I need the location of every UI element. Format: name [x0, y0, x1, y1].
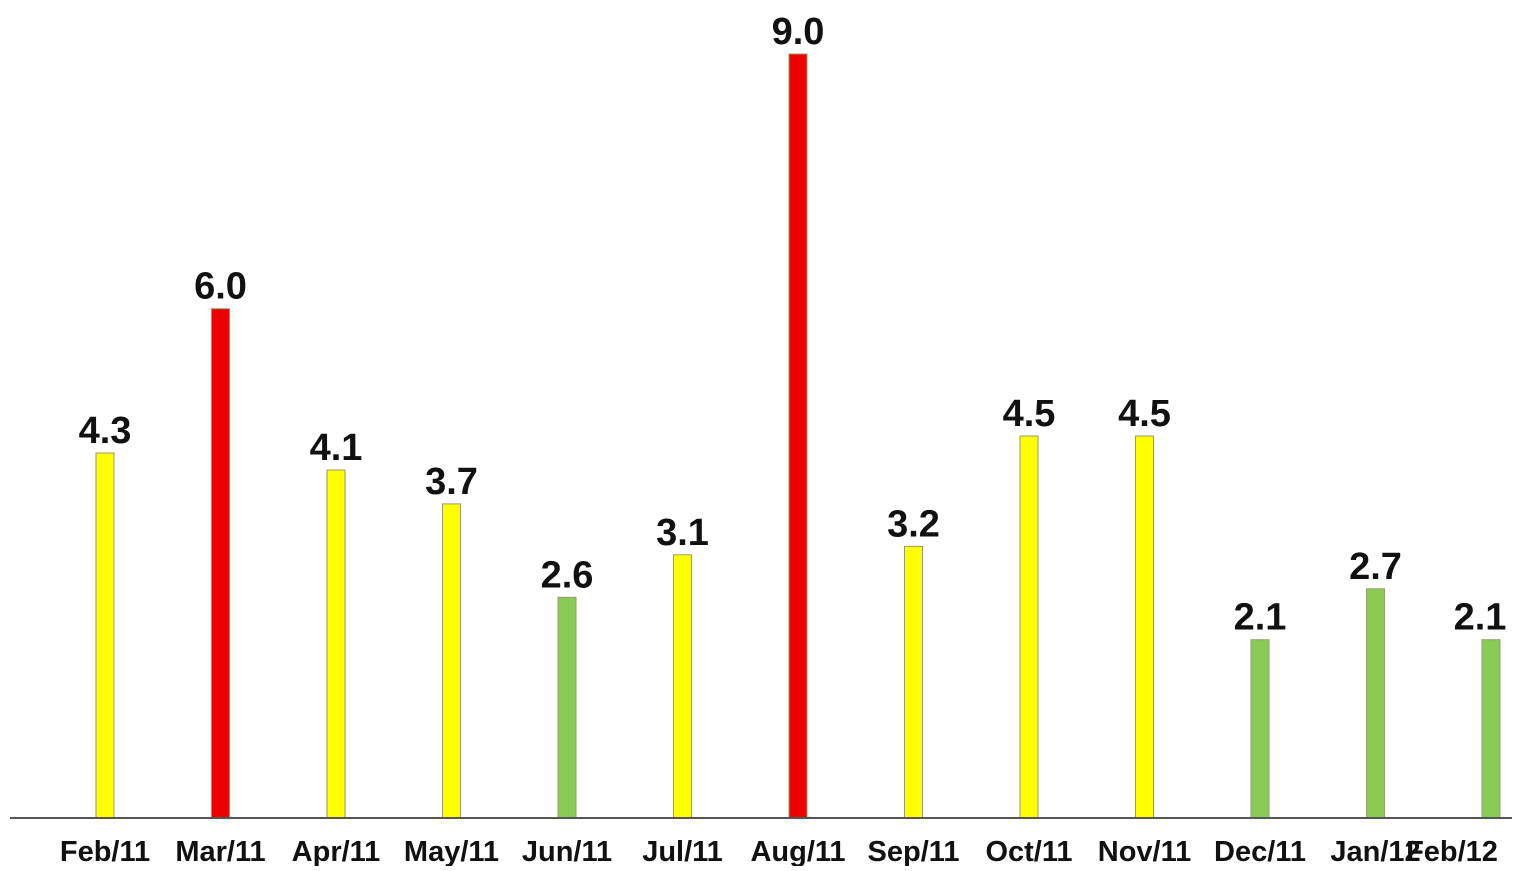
value-labels-group: 4.3 6.0 4.1 3.7 2.6 3.1 9.0 3.2 4.5 4.5 2.1 2.7 2.1: [79, 11, 1507, 639]
x-tick-label: Nov/11: [1098, 836, 1192, 866]
value-label: 2.1: [1234, 597, 1287, 639]
value-label: 4.1: [310, 427, 363, 469]
bar-may-11: [442, 503, 461, 819]
x-tick-label: Apr/11: [292, 836, 381, 866]
value-label: 9.0: [772, 11, 825, 53]
bars-group: [95, 53, 1501, 819]
x-tick-label: Jun/11: [522, 836, 612, 866]
bar-mar-11: [211, 308, 230, 819]
value-label: 4.5: [1118, 393, 1171, 435]
bar-oct-11: [1019, 435, 1039, 819]
bar-sep-11: [904, 545, 923, 819]
x-tick-label: Feb/12: [1406, 836, 1498, 866]
x-tick-label: Jul/11: [642, 836, 723, 866]
value-label: 3.1: [656, 512, 709, 554]
x-tick-label: Oct/11: [985, 836, 1072, 866]
value-label: 2.1: [1454, 597, 1507, 639]
bar-jun-11: [557, 596, 577, 819]
value-label: 2.6: [541, 554, 594, 596]
x-tick-label: Aug/11: [750, 836, 845, 866]
x-tick-label: Dec/11: [1214, 836, 1306, 866]
bar-feb-12: [1481, 639, 1501, 819]
x-tick-labels-group: Feb/11 Mar/11 Apr/11 May/11 Jun/11 Jul/11 Aug/…: [60, 836, 1498, 868]
value-label: 4.3: [79, 410, 132, 452]
value-label: 3.2: [887, 503, 940, 545]
bar-apr-11: [326, 469, 346, 819]
x-tick-label: Sep/11: [868, 836, 960, 866]
value-label: 4.5: [1003, 393, 1056, 435]
bar-aug-11: [788, 53, 808, 819]
bar-jul-11: [673, 554, 692, 819]
bar-feb-11: [95, 452, 115, 819]
value-label: 2.7: [1349, 546, 1402, 588]
x-tick-label: Mar/11: [175, 836, 265, 866]
x-tick-label: Feb/11: [60, 836, 150, 866]
bar-dec-11: [1250, 639, 1270, 819]
value-label: 3.7: [425, 461, 478, 503]
bar-jan-12: [1366, 588, 1385, 819]
x-tick-label: Jan/12: [1330, 836, 1420, 866]
x-tick-label: May/11: [404, 836, 499, 866]
value-label: 6.0: [194, 266, 247, 308]
bar-nov-11: [1135, 435, 1154, 819]
